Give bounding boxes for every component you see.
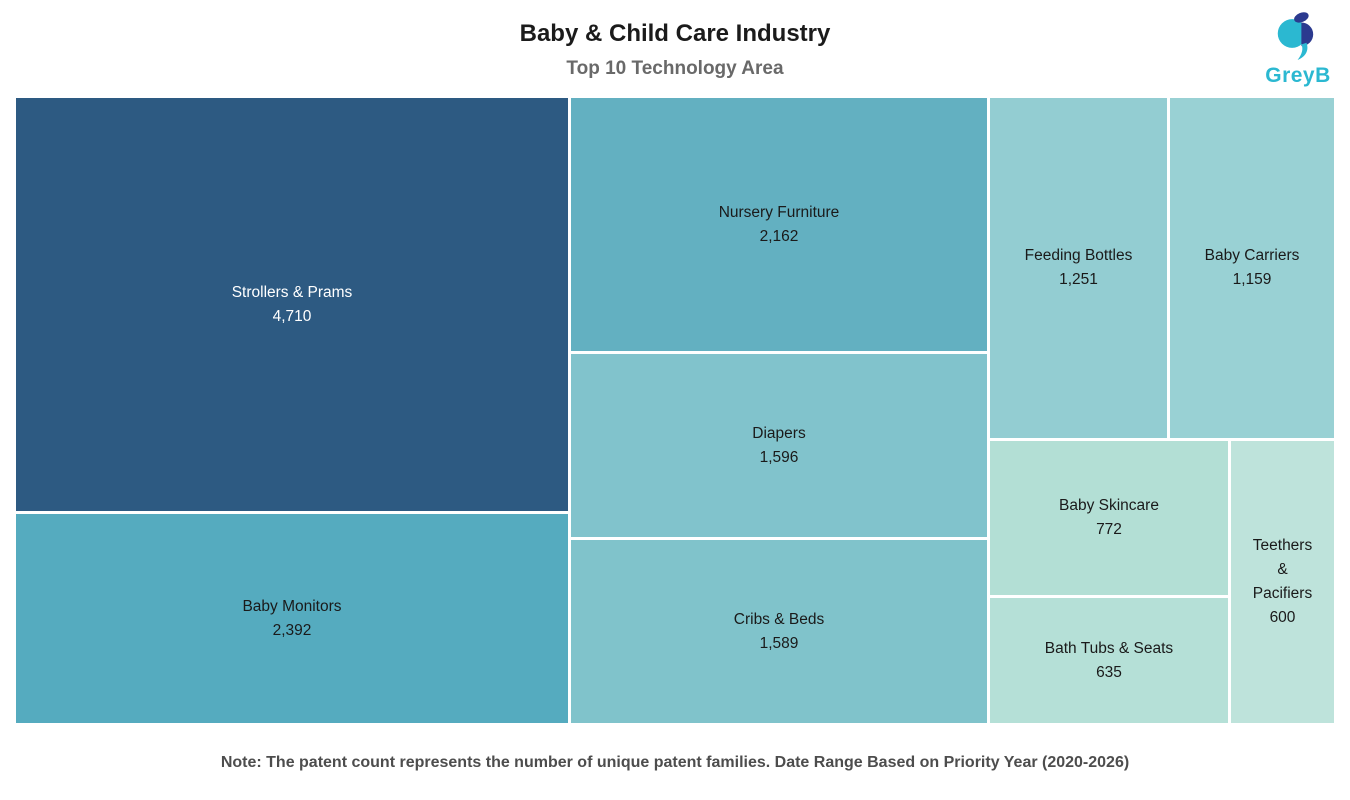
treemap-tile-cribs-beds[interactable]: Cribs & Beds 1,589 bbox=[571, 540, 987, 723]
tile-value: 1,251 bbox=[1059, 271, 1098, 288]
treemap-tile-baby-skincare[interactable]: Baby Skincare 772 bbox=[990, 441, 1228, 595]
tile-label: Cribs & Beds bbox=[733, 610, 825, 628]
treemap-tile-teethers-pacifiers[interactable]: Teethers & Pacifiers 600 bbox=[1231, 441, 1334, 723]
treemap-tile-strollers-prams[interactable]: Strollers & Prams 4,710 bbox=[16, 98, 568, 511]
treemap-tile-feeding-bottles[interactable]: Feeding Bottles 1,251 bbox=[990, 98, 1167, 438]
treemap-tile-nursery-furniture[interactable]: Nursery Furniture 2,162 bbox=[571, 98, 987, 351]
greyb-logo-text: GreyB bbox=[1265, 64, 1331, 87]
tile-value: 2,162 bbox=[759, 227, 799, 245]
chart-subtitle: Top 10 Technology Area bbox=[566, 58, 784, 79]
footer-note: Note: The patent count represents the nu… bbox=[220, 754, 1130, 771]
greyb-logo: GreyB bbox=[1260, 8, 1336, 87]
tile-label: Feeding Bottles bbox=[1024, 247, 1133, 264]
tile-label: Teethers & Pacifiers bbox=[1252, 537, 1313, 602]
tile-label: Baby Skincare bbox=[1059, 497, 1159, 514]
treemap-tile-baby-carriers[interactable]: Baby Carriers 1,159 bbox=[1170, 98, 1334, 438]
chart-title: Baby & Child Care Industry bbox=[519, 20, 831, 47]
treemap-tile-baby-monitors[interactable]: Baby Monitors 2,392 bbox=[16, 514, 568, 723]
tile-value: 2,392 bbox=[272, 621, 312, 639]
treemap-tile-bath-tubs-seats[interactable]: Bath Tubs & Seats 635 bbox=[990, 598, 1228, 723]
tile-value: 1,589 bbox=[759, 634, 799, 652]
logo-top-ellipse-shape bbox=[1294, 12, 1309, 23]
logo-circle-shape bbox=[1277, 19, 1307, 48]
treemap-tile-diapers[interactable]: Diapers 1,596 bbox=[571, 354, 987, 537]
treemap: Strollers & Prams 4,710 Baby Monitors 2,392… bbox=[16, 98, 1334, 723]
logo-comma-shape bbox=[1297, 42, 1308, 61]
tile-value: 635 bbox=[1096, 663, 1122, 681]
tile-value: 4,710 bbox=[272, 307, 312, 325]
tile-value: 772 bbox=[1096, 521, 1122, 538]
tile-value: 1,596 bbox=[759, 448, 799, 466]
greyb-logo-icon bbox=[1277, 12, 1314, 61]
tile-label: Strollers & Prams bbox=[231, 283, 353, 301]
tile-value: 600 bbox=[1269, 609, 1296, 626]
tile-label: Nursery Furniture bbox=[718, 203, 840, 221]
logo-halfdisc-shape bbox=[1301, 22, 1314, 47]
tile-label: Diapers bbox=[752, 424, 806, 442]
tile-label: Baby Monitors bbox=[242, 597, 342, 615]
tile-label: Bath Tubs & Seats bbox=[1044, 639, 1174, 657]
tile-value: 1,159 bbox=[1232, 271, 1272, 288]
tile-label: Baby Carriers bbox=[1204, 247, 1300, 264]
